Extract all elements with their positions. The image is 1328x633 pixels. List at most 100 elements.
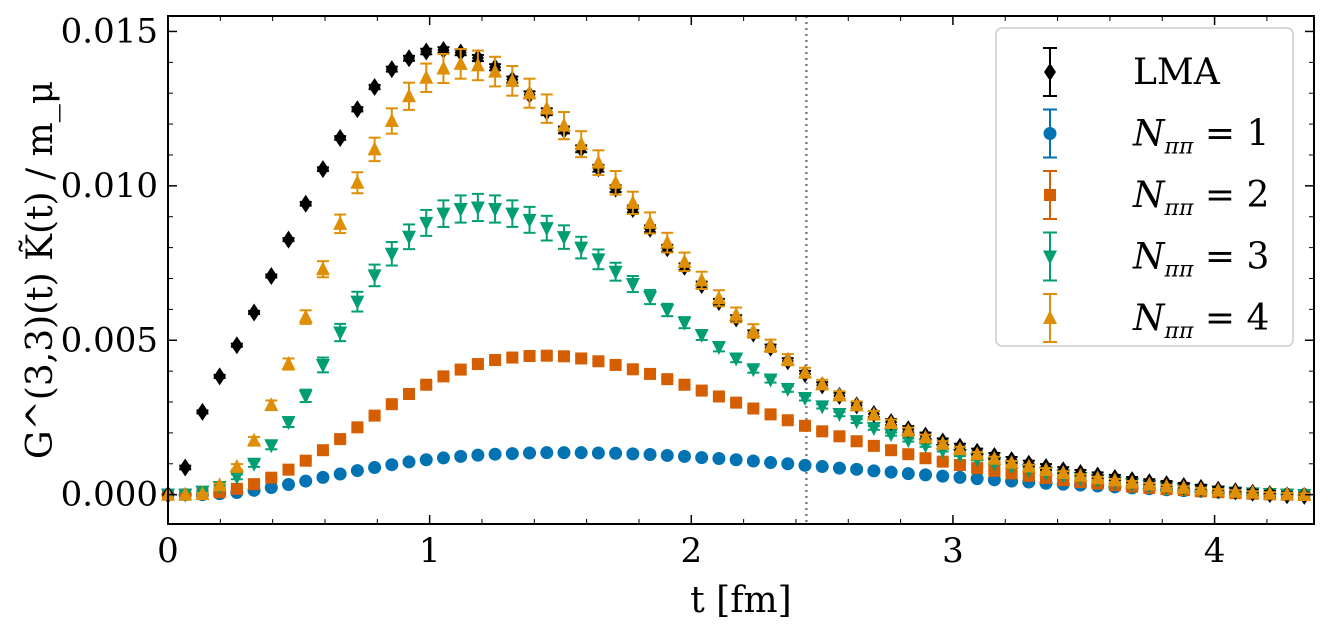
data-point — [470, 201, 485, 216]
data-point — [763, 373, 778, 388]
data-point — [678, 378, 691, 391]
data-point — [368, 409, 381, 422]
data-point — [470, 57, 485, 72]
data-point — [574, 446, 588, 460]
data-point — [333, 215, 348, 230]
data-point — [815, 400, 830, 415]
data-point — [333, 326, 348, 341]
legend-entry: LMA — [1043, 47, 1221, 97]
data-point — [936, 469, 950, 483]
data-point — [797, 392, 812, 407]
data-point — [918, 429, 933, 444]
data-point — [281, 356, 296, 371]
data-point — [867, 464, 881, 478]
data-point — [471, 358, 484, 371]
x-tick-label: 3 — [942, 531, 964, 571]
x-axis-label: t [fm] — [690, 580, 791, 621]
data-point — [575, 352, 588, 365]
data-point — [316, 444, 329, 457]
data-point — [833, 430, 846, 443]
data-point — [677, 316, 692, 331]
data-point — [711, 290, 726, 305]
data-point — [660, 303, 675, 318]
data-point — [436, 451, 450, 465]
data-point — [609, 446, 623, 460]
data-point — [195, 486, 210, 501]
data-point — [764, 456, 778, 470]
data-point — [540, 446, 554, 460]
data-point — [1073, 467, 1088, 482]
x-tick-label: 1 — [419, 531, 441, 571]
data-point — [798, 458, 812, 472]
data-point — [591, 253, 606, 268]
data-point — [264, 397, 279, 412]
data-point — [419, 453, 433, 467]
data-point — [644, 367, 657, 380]
data-point — [625, 194, 640, 209]
data-point — [230, 482, 243, 495]
data-point — [264, 439, 279, 454]
data-point — [488, 203, 503, 218]
data-point — [333, 467, 347, 481]
legend-label: Nππ = 3 — [1132, 237, 1269, 283]
data-point — [385, 458, 399, 472]
data-point — [866, 421, 881, 436]
data-point — [832, 387, 847, 402]
data-point — [385, 398, 398, 411]
data-point — [815, 376, 830, 391]
data-point — [919, 452, 932, 465]
data-point — [797, 364, 812, 379]
legend-entry: Nππ = 1 — [1043, 108, 1269, 160]
data-point — [591, 446, 605, 460]
data-point — [729, 352, 744, 367]
data-point — [936, 455, 949, 468]
data-point — [1262, 485, 1277, 500]
legend-label: Nππ = 2 — [1132, 175, 1269, 221]
data-point — [695, 451, 709, 465]
data-point — [557, 446, 571, 460]
legend-box — [995, 27, 1294, 347]
data-point — [780, 383, 795, 398]
data-point — [781, 457, 795, 471]
series-4 — [161, 48, 1312, 501]
data-point — [506, 351, 519, 364]
data-point — [901, 467, 915, 481]
data-point — [1021, 458, 1036, 473]
data-point — [247, 432, 262, 447]
data-point — [316, 470, 330, 484]
data-point — [625, 278, 640, 293]
data-point — [489, 354, 502, 367]
data-point — [556, 231, 571, 246]
data-point — [884, 428, 899, 443]
data-point — [953, 470, 967, 484]
data-point — [488, 447, 502, 461]
y-tick-label: 0.005 — [61, 320, 158, 360]
data-point — [1211, 482, 1226, 497]
data-point — [592, 355, 605, 368]
data-point — [505, 447, 519, 461]
data-point — [970, 472, 984, 486]
data-point — [574, 136, 589, 151]
data-point — [660, 448, 674, 462]
data-point — [420, 42, 433, 61]
data-point — [402, 455, 416, 469]
data-point — [677, 253, 692, 268]
data-point — [730, 396, 743, 409]
data-point — [677, 449, 691, 463]
data-point — [402, 88, 417, 103]
data-point — [471, 448, 485, 462]
data-point — [539, 100, 554, 115]
data-point — [902, 448, 915, 461]
data-point — [315, 358, 330, 373]
data-point — [230, 336, 243, 355]
data-point — [351, 421, 364, 434]
legend-entry: Nππ = 2 — [1043, 170, 1269, 221]
data-point — [729, 453, 743, 467]
data-point — [643, 291, 658, 306]
data-point — [315, 261, 330, 276]
data-point — [746, 322, 761, 337]
data-point — [884, 465, 898, 479]
data-point — [454, 449, 468, 463]
data-point — [884, 415, 899, 430]
